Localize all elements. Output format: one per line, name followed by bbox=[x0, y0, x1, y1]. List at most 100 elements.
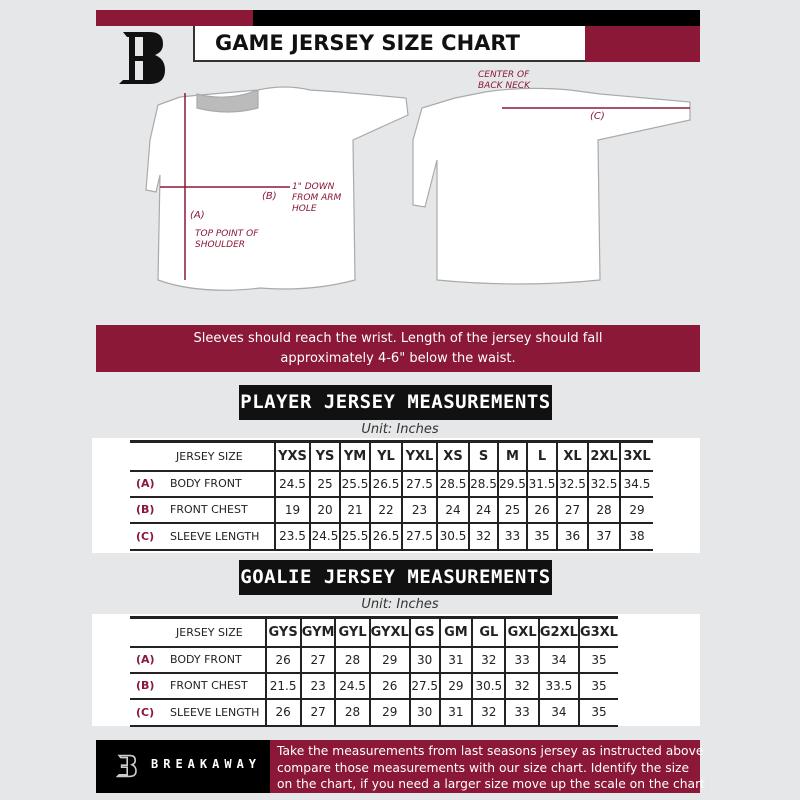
size-header: YXL bbox=[401, 440, 437, 472]
row-name: BODY FRONT bbox=[170, 477, 242, 490]
table-cell: 35 bbox=[577, 698, 618, 727]
size-header: 3XL bbox=[619, 440, 653, 472]
row-label: (C) SLEEVE LENGTH bbox=[130, 522, 275, 551]
size-header: S bbox=[468, 440, 498, 472]
table-cell: 32 bbox=[471, 646, 506, 674]
table-cell: 33.5 bbox=[537, 672, 579, 700]
brand-logo-small bbox=[116, 754, 137, 778]
table-cell: 24 bbox=[436, 496, 469, 524]
size-header: XS bbox=[436, 440, 469, 472]
table-cell: 38 bbox=[619, 522, 653, 551]
table-cell: 25.5 bbox=[339, 522, 370, 551]
table-cell: 34 bbox=[537, 698, 579, 727]
size-header: GYM bbox=[299, 616, 336, 648]
title-accent-block bbox=[585, 26, 700, 62]
table-cell: 22 bbox=[369, 496, 402, 524]
table-cell: 25 bbox=[497, 496, 527, 524]
table-cell: 30.5 bbox=[436, 522, 469, 551]
label-c: (C) bbox=[590, 111, 605, 122]
table-cell: 36 bbox=[556, 522, 588, 551]
footer-line-2: compare those measurements with our size… bbox=[277, 760, 690, 775]
size-header: YS bbox=[309, 440, 340, 472]
instruction-banner: Sleeves should reach the wrist. Length o… bbox=[96, 325, 700, 372]
table-row: (A) BODY FRONT 26 27 28 29 30 31 32 33 34 35 bbox=[130, 646, 618, 674]
table-cell: 25 bbox=[309, 470, 340, 498]
table-cell: 32 bbox=[471, 698, 506, 727]
size-header: GXL bbox=[504, 616, 539, 648]
jersey-diagram bbox=[145, 86, 691, 291]
table-cell: 26.5 bbox=[369, 522, 402, 551]
row-letter: (C) bbox=[136, 705, 155, 719]
jersey-size-label: JERSEY SIZE bbox=[130, 440, 275, 472]
size-header: L bbox=[526, 440, 557, 472]
table-cell: 28 bbox=[587, 496, 620, 524]
label-b: (B) bbox=[262, 191, 277, 202]
table-cell: 31 bbox=[438, 698, 473, 727]
page-title: GAME JERSEY SIZE CHART bbox=[193, 26, 585, 62]
size-header: GYS bbox=[264, 616, 301, 648]
table-cell: 27 bbox=[556, 496, 588, 524]
goalie-size-table: JERSEY SIZE GYS GYM GYL GYXL GS GM GL GXL G2XL G3X… bbox=[130, 616, 618, 727]
size-header: GL bbox=[471, 616, 506, 648]
size-header: 2XL bbox=[587, 440, 620, 472]
table-cell: 24.5 bbox=[274, 470, 310, 498]
table-cell: 26 bbox=[526, 496, 557, 524]
top-bar-black bbox=[253, 10, 700, 26]
size-header: YXS bbox=[274, 440, 310, 472]
size-header: M bbox=[497, 440, 527, 472]
row-letter: (A) bbox=[136, 477, 155, 490]
table-cell: 27 bbox=[299, 698, 336, 727]
table-cell: 34 bbox=[537, 646, 579, 674]
size-header: YL bbox=[369, 440, 402, 472]
table-row: (B) FRONT CHEST 19 20 21 22 23 24 24 25 26 27 28 29 bbox=[130, 496, 653, 524]
table-cell: 32 bbox=[504, 672, 539, 700]
footer-line-3: on the chart, if you need a larger size … bbox=[277, 777, 705, 791]
table-cell: 27 bbox=[299, 646, 336, 674]
size-header: XL bbox=[556, 440, 588, 472]
table-cell: 23 bbox=[401, 496, 437, 524]
label-a-desc: TOP POINT OF SHOULDER bbox=[195, 229, 259, 250]
size-header: GS bbox=[408, 616, 440, 648]
table-cell: 32.5 bbox=[587, 470, 620, 498]
table-row: (C) SLEEVE LENGTH 23.5 24.5 25.5 26.5 27.5 30.5… bbox=[130, 522, 653, 551]
table-cell: 26 bbox=[264, 646, 301, 674]
table-cell: 26 bbox=[368, 672, 410, 700]
table-cell: 29 bbox=[438, 672, 473, 700]
table-cell: 35 bbox=[526, 522, 557, 551]
table-cell: 28 bbox=[334, 698, 370, 727]
table-cell: 26 bbox=[264, 698, 301, 727]
player-heading: PLAYER JERSEY MEASUREMENTS bbox=[239, 385, 552, 420]
table-row: (A) BODY FRONT 24.5 25 25.5 26.5 27.5 28.5 28.5 2… bbox=[130, 470, 653, 498]
table-cell: 29.5 bbox=[497, 470, 527, 498]
brand-logo bbox=[115, 28, 170, 88]
row-name: SLEEVE LENGTH bbox=[170, 705, 260, 719]
row-label: (A) BODY FRONT bbox=[130, 470, 275, 498]
table-cell: 37 bbox=[587, 522, 620, 551]
table-cell: 20 bbox=[309, 496, 340, 524]
label-b-desc: 1" DOWN FROM ARM HOLE bbox=[292, 182, 342, 214]
banner-line-2: approximately 4-6" below the waist. bbox=[280, 351, 516, 366]
row-letter: (B) bbox=[136, 503, 155, 516]
brand-name: BREAKAWAY bbox=[151, 757, 262, 771]
row-letter: (A) bbox=[136, 653, 155, 666]
row-name: BODY FRONT bbox=[170, 653, 242, 666]
player-size-table: JERSEY SIZE YXS YS YM YL YXL XS S M L XL 2XL 3XL (A) B… bbox=[130, 440, 653, 551]
front-jersey-outline bbox=[145, 86, 409, 291]
row-name: FRONT CHEST bbox=[170, 503, 248, 516]
table-cell: 23 bbox=[299, 672, 336, 700]
table-cell: 30 bbox=[408, 698, 440, 727]
table-cell: 35 bbox=[577, 646, 618, 674]
label-c-desc: CENTER OF BACK NECK bbox=[478, 70, 530, 91]
row-label: (A) BODY FRONT bbox=[130, 646, 266, 674]
goalie-heading: GOALIE JERSEY MEASUREMENTS bbox=[239, 560, 552, 595]
table-cell: 29 bbox=[368, 646, 410, 674]
jersey-size-label: JERSEY SIZE bbox=[130, 616, 266, 648]
banner-line-1: Sleeves should reach the wrist. Length o… bbox=[193, 331, 603, 346]
table-cell: 26.5 bbox=[369, 470, 402, 498]
row-letter: (C) bbox=[136, 529, 155, 543]
table-cell: 32.5 bbox=[556, 470, 588, 498]
table-cell: 28.5 bbox=[436, 470, 469, 498]
row-label: (B) FRONT CHEST bbox=[130, 672, 266, 700]
size-header: G2XL bbox=[537, 616, 579, 648]
table-cell: 33 bbox=[504, 646, 539, 674]
